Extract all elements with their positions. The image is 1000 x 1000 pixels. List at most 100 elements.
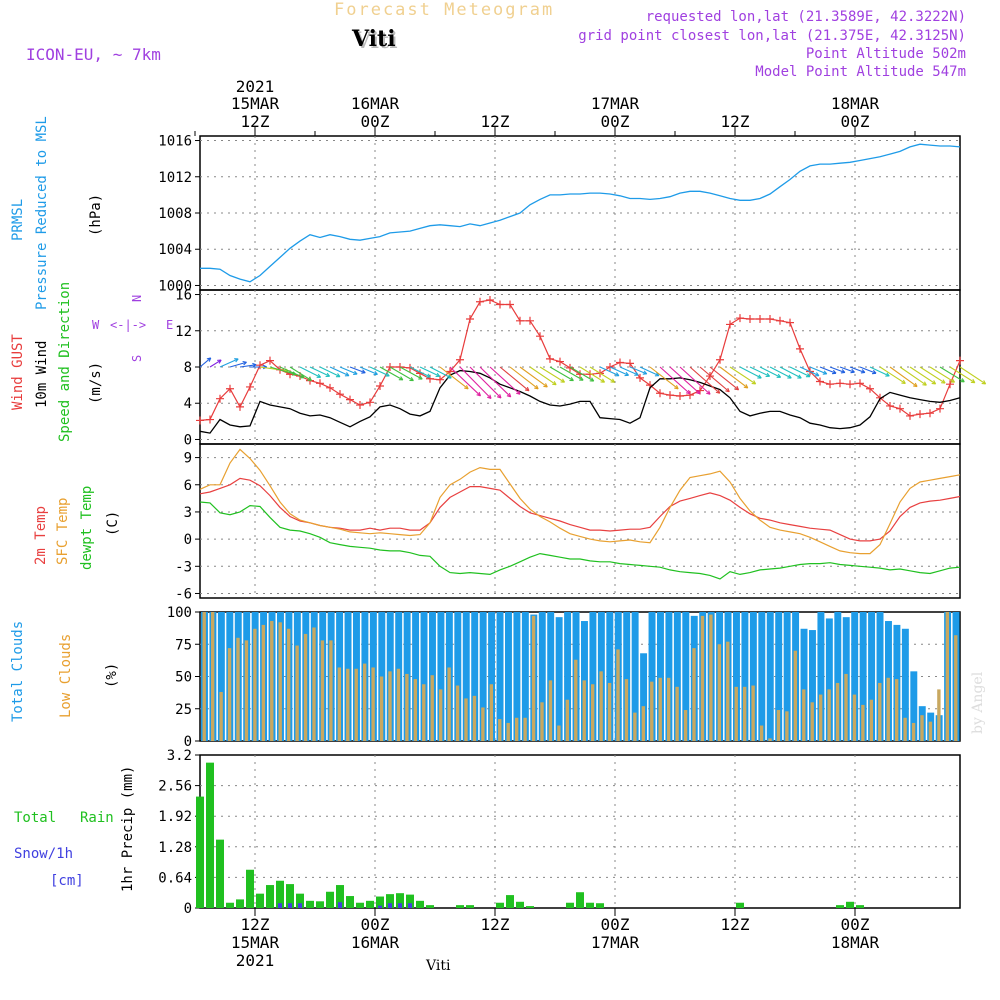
gust-point	[216, 394, 224, 403]
low-cloud-bar	[666, 677, 671, 741]
wind-arrow	[449, 366, 481, 397]
total-cloud-bar	[412, 612, 420, 741]
wind-arrow	[669, 366, 701, 395]
snow-bar	[288, 903, 292, 908]
wind-arrow-head	[695, 389, 701, 395]
wind-arrow	[379, 366, 404, 381]
wind-arrow-head	[981, 380, 987, 385]
total-cloud-bar	[876, 612, 884, 741]
top-time-label: 12Z	[721, 112, 750, 131]
wind-arrow	[909, 366, 936, 385]
total-cloud-bar	[673, 612, 681, 741]
total-cloud-bar	[521, 612, 529, 741]
gust-point	[316, 379, 324, 388]
rain-bar	[266, 885, 274, 908]
wind-arrow-head	[299, 374, 305, 379]
total-cloud-bar	[665, 612, 673, 741]
bottom-time-label: 00Z	[601, 915, 630, 934]
top-time-label: 18MAR	[831, 94, 880, 113]
wind-arrow	[309, 366, 330, 377]
bottom-time-label: 16MAR	[351, 933, 400, 952]
snow-bar	[298, 903, 302, 908]
wind-arrow	[649, 366, 679, 390]
bottom-time-label: 00Z	[361, 915, 390, 934]
rain-bar	[396, 893, 404, 908]
total-cloud-bar	[462, 612, 470, 741]
wind-arrow	[539, 366, 565, 383]
gust-point	[566, 363, 574, 372]
wind-arrow-head	[316, 373, 322, 378]
gust-point	[836, 379, 844, 388]
total-cloud-bar	[682, 612, 690, 741]
wind-arrow-head	[435, 372, 441, 377]
ytick-label-clouds: 25	[175, 702, 192, 718]
low-cloud-bar	[641, 706, 646, 741]
rain-bar	[356, 902, 364, 908]
wind-arrow	[659, 366, 691, 395]
wind-arrow	[429, 366, 452, 379]
wind-arrow-head	[524, 386, 530, 392]
wind-arrow	[849, 366, 866, 373]
low-cloud-bar	[498, 719, 502, 741]
top-year-label: 2021	[236, 77, 275, 96]
wind-arrow-head	[234, 358, 239, 363]
ytick-label-clouds: 75	[175, 637, 192, 653]
rain-bar	[196, 796, 204, 908]
low-cloud-bar	[286, 628, 291, 741]
low-cloud-bar	[295, 645, 299, 741]
top-time-label: 00Z	[361, 112, 390, 131]
low-cloud-bar	[379, 676, 384, 741]
rain-bar	[306, 900, 314, 908]
wind-arrow-head	[476, 391, 481, 397]
low-cloud-bar	[405, 673, 409, 741]
total-cloud-bar	[538, 612, 546, 741]
low-cloud-bar	[346, 668, 350, 741]
low-cloud-bar	[675, 686, 679, 741]
wind-arrow-head	[901, 379, 906, 385]
grid-point-coords: grid point closest lon,lat (21.375E, 42.…	[578, 28, 966, 44]
top-time-label: 17MAR	[591, 94, 640, 113]
wind-arrow-head	[569, 376, 574, 382]
gust-point	[256, 361, 264, 370]
rain-bar	[346, 896, 354, 908]
ytick-label-temperature: 9	[184, 451, 192, 467]
wind-arrow-head	[922, 381, 927, 386]
wind-arrow	[239, 364, 257, 368]
product-title: Forecast Meteogram	[334, 0, 555, 20]
gust-point	[736, 314, 744, 323]
low-cloud-bar	[683, 710, 688, 741]
bottom-time-label: 12Z	[241, 915, 270, 934]
wind-arrow-head	[654, 372, 660, 377]
snow-bar	[338, 902, 342, 908]
low-cloud-bar	[531, 615, 536, 741]
total-cloud-bar	[488, 612, 496, 741]
low-cloud-bar	[590, 684, 595, 741]
wind-arrow-head	[743, 384, 749, 389]
low-cloud-bar	[413, 679, 418, 741]
low-cloud-bar	[878, 682, 882, 741]
wind-arrow	[319, 366, 341, 378]
total-cloud-bar	[547, 612, 555, 741]
point-altitude: Point Altitude 502m	[805, 46, 966, 62]
ytick-label-precip: 0.64	[158, 870, 192, 886]
total-cloud-bar	[648, 612, 656, 741]
wind-arrow-head	[600, 378, 606, 383]
rain-bar	[226, 902, 234, 908]
total-cloud-bar	[741, 612, 749, 741]
wind-arrow	[619, 366, 639, 376]
wind-arrow	[889, 366, 918, 387]
model-altitude: Model Point Altitude 547m	[755, 64, 966, 80]
wind-arrow	[749, 366, 770, 377]
low-cloud-bar	[523, 717, 527, 741]
gust-point	[776, 316, 784, 325]
wind-arrow	[259, 366, 289, 372]
wind-arrow	[789, 366, 811, 378]
low-cloud-bar	[742, 686, 747, 741]
gust-point	[636, 373, 644, 382]
wind-arrow-head	[398, 376, 404, 381]
low-cloud-bar	[785, 711, 789, 741]
wind-arrow	[399, 366, 423, 380]
low-cloud-bar	[236, 637, 240, 741]
gust-point	[556, 357, 564, 366]
wind-arrow-head	[487, 394, 492, 399]
